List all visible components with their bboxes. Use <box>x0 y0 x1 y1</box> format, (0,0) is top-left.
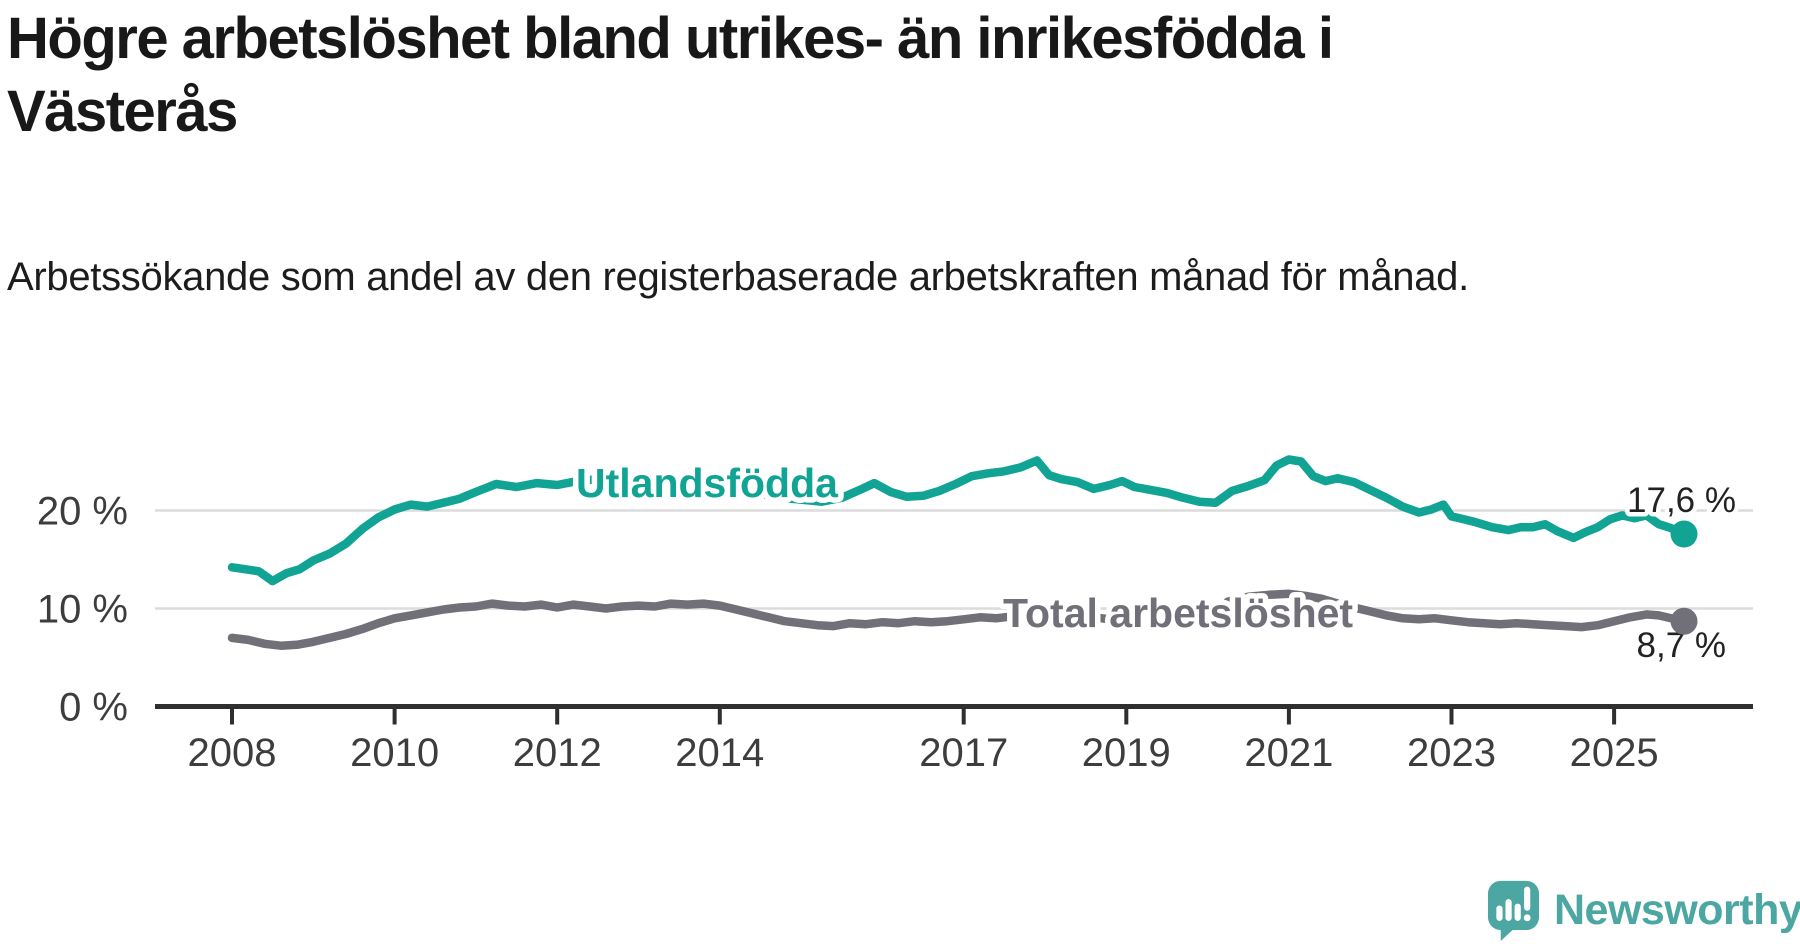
x-tick-label: 2025 <box>1570 731 1659 775</box>
y-tick-label: 20 % <box>37 490 128 534</box>
x-axis-tick-labels: 2008 2010 2012 2014 2017 2019 2021 2023 2025 <box>188 731 1659 775</box>
x-axis <box>155 704 1753 725</box>
x-tick-label: 2021 <box>1244 731 1333 775</box>
x-tick-label: 2017 <box>919 731 1008 775</box>
newsworthy-logo: Newsworthy <box>1486 878 1800 942</box>
series-label-utlandsfodda: Utlandsfödda <box>576 460 839 506</box>
series-end-dot-1 <box>1670 607 1698 635</box>
series-line-0 <box>227 455 1689 586</box>
y-tick-label: 0 % <box>59 686 128 730</box>
x-tick-label: 2014 <box>675 731 764 775</box>
series-end-dots <box>1670 520 1698 635</box>
gridlines <box>155 509 1753 610</box>
y-axis-tick-labels: 0 % 10 % 20 % <box>37 490 128 730</box>
series-label-total-arbetsloshet: Total arbetslöshet <box>1003 590 1353 636</box>
page-subtitle: Arbetssökande som andel av den registerb… <box>7 255 1469 299</box>
series-end-dot-0 <box>1670 520 1698 548</box>
x-tick-label: 2012 <box>513 731 602 775</box>
end-value-label-total: 8,7 % <box>1637 626 1727 665</box>
series-lines <box>227 455 1689 650</box>
x-tick-label: 2023 <box>1407 731 1496 775</box>
end-value-label-utlandsfodda: 17,6 % <box>1627 481 1736 520</box>
newsworthy-bubble-icon <box>1487 880 1540 941</box>
x-tick-label: 2008 <box>188 731 277 775</box>
page-title: Högre arbetslöshet bland utrikes- än inr… <box>7 6 1334 144</box>
x-tick-label: 2010 <box>350 731 439 775</box>
newsworthy-logo-text: Newsworthy <box>1554 885 1800 934</box>
y-tick-label: 10 % <box>37 588 128 632</box>
series-line-1 <box>227 589 1689 650</box>
x-tick-label: 2019 <box>1082 731 1171 775</box>
